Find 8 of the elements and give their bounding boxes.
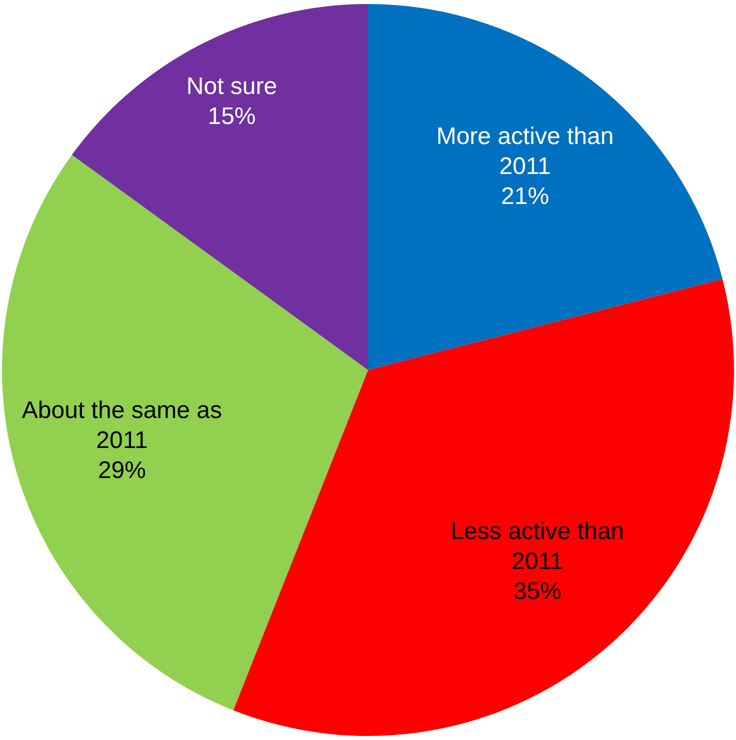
slice-label: Less active than 2011 [450,518,624,575]
slice-label: More active than 2011 [436,123,614,180]
slice-label: Not sure [186,73,278,100]
data-label: 21% [501,183,550,210]
data-label: 15% [208,103,256,130]
data-label: 29% [98,457,146,484]
data-label: 35% [513,578,562,605]
slice-label: About the same as 2011 [22,397,222,454]
